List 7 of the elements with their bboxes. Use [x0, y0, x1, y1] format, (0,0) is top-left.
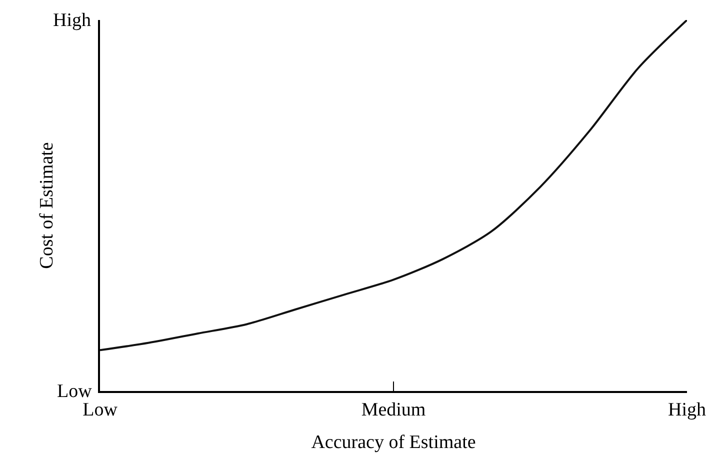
y-axis-title: Cost of Estimate	[36, 142, 58, 269]
x-axis-title: Accuracy of Estimate	[311, 432, 476, 453]
x-tick-label: Medium	[361, 400, 426, 421]
text: Low	[57, 381, 92, 402]
x-tick-label: High	[668, 400, 706, 421]
text: High	[53, 10, 92, 31]
x-tick-label: Low	[82, 400, 118, 421]
